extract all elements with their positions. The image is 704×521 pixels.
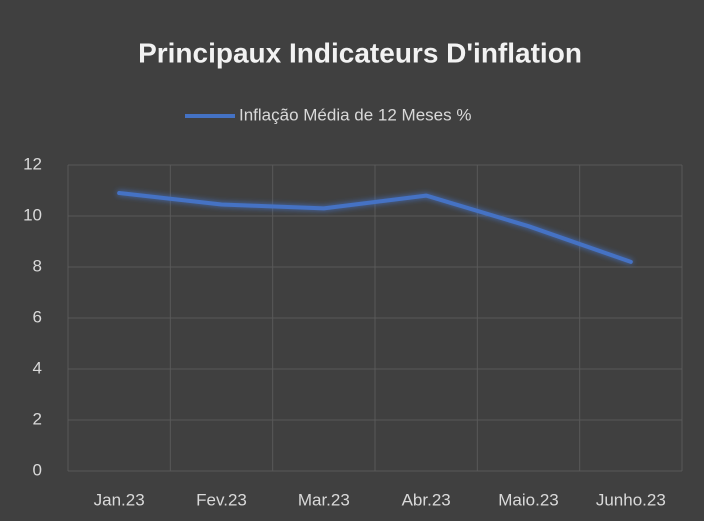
line-series: [117, 191, 633, 264]
y-tick-label: 0: [33, 460, 42, 479]
y-tick-label: 12: [23, 154, 42, 173]
y-tick-label: 10: [23, 205, 42, 224]
x-tick-label: Abr.23: [402, 490, 451, 509]
x-tick-label: Jan.23: [94, 490, 145, 509]
x-tick-label: Mar.23: [298, 490, 350, 509]
chart-title: Principaux Indicateurs D'inflation: [138, 37, 582, 68]
x-tick-label: Fev.23: [196, 490, 247, 509]
legend-label: Inflação Média de 12 Meses %: [239, 105, 471, 124]
x-tick-label: Maio.23: [498, 490, 558, 509]
y-tick-label: 4: [33, 358, 42, 377]
y-tick-label: 6: [33, 307, 42, 326]
y-tick-label: 8: [33, 256, 42, 275]
x-tick-label: Junho.23: [596, 490, 666, 509]
y-tick-label: 2: [33, 409, 42, 428]
